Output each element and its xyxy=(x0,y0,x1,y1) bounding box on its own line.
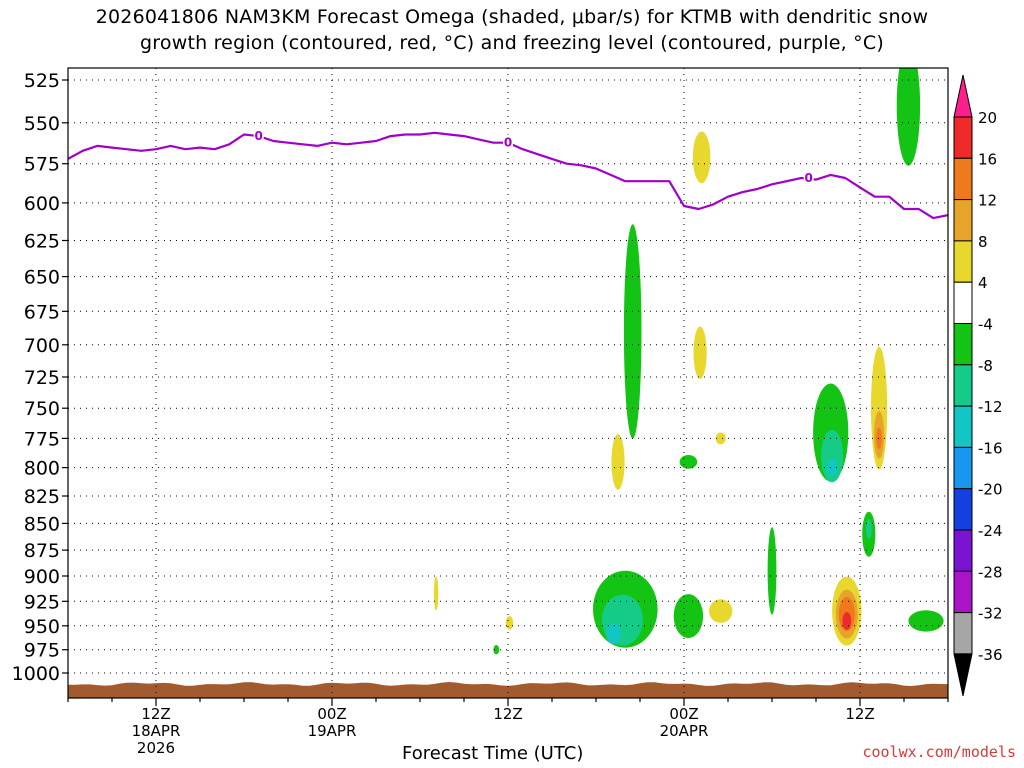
y-tick-label-900: 900 xyxy=(24,566,60,588)
omega-region-27 xyxy=(505,616,514,630)
omega-region-3 xyxy=(606,622,621,645)
y-tick-label-575: 575 xyxy=(24,154,60,176)
y-tick-label-775: 775 xyxy=(24,428,60,450)
colorbar-top-arrow xyxy=(953,74,973,118)
colorbar-label-12: -32 xyxy=(978,605,1003,623)
colorbar-label-9: -20 xyxy=(978,481,1003,499)
y-tick-label-600: 600 xyxy=(24,193,60,215)
colorbar-box-1 xyxy=(953,116,973,159)
y-tick-label-1000: 1000 xyxy=(12,663,60,685)
omega-region-4 xyxy=(611,434,625,490)
omega-region-10 xyxy=(715,432,726,445)
freezing-level-group: 0 0 0 xyxy=(68,128,948,220)
y-tick-label-975: 975 xyxy=(24,640,60,662)
x-tick-label-42-0: 00Z xyxy=(669,705,698,723)
omega-region-0 xyxy=(623,224,642,439)
ground-fill xyxy=(68,682,948,698)
x-tick-label-30-0: 12Z xyxy=(493,705,522,723)
y-tick-label-875: 875 xyxy=(24,540,60,562)
x-tick-label-6-2: 2026 xyxy=(137,739,175,757)
colorbar-box-9 xyxy=(953,446,973,490)
grid-lines xyxy=(68,68,948,698)
y-axis: 525 550 575 600 625 650 675 700 725 750 775 800 825 8… xyxy=(12,70,68,685)
colorbar-box-8 xyxy=(953,405,973,448)
freezing-label-0: 0 xyxy=(255,129,263,143)
colorbar-label-7: -12 xyxy=(978,398,1003,416)
colorbar-label-0: 20 xyxy=(978,109,997,127)
freezing-label-bg-0 xyxy=(253,128,264,143)
colorbar-box-12 xyxy=(953,570,973,614)
colorbar-label-5: -4 xyxy=(978,316,993,334)
x-axis-title: Forecast Time (UTC) xyxy=(402,743,584,764)
y-tick-label-725: 725 xyxy=(24,367,60,389)
omega-shading xyxy=(433,68,944,655)
y-tick-label-650: 650 xyxy=(24,267,60,289)
y-tick-label-525: 525 xyxy=(24,70,60,92)
colorbar-box-10 xyxy=(953,488,973,531)
colorbar-bottom-arrow xyxy=(953,653,973,697)
plot-frame xyxy=(67,67,949,699)
colorbar-box-5 xyxy=(953,281,973,325)
omega-region-14 xyxy=(827,459,838,477)
omega-region-7 xyxy=(679,455,698,469)
x-tick-label-54-0: 12Z xyxy=(845,705,874,723)
x-tick-label-18-0: 00Z xyxy=(317,705,346,723)
omega-region-5 xyxy=(692,131,711,184)
colorbar-label-11: -28 xyxy=(978,563,1003,581)
y-tick-label-625: 625 xyxy=(24,231,60,253)
colorbar-label-6: -8 xyxy=(978,357,993,375)
colorbar-box-3 xyxy=(953,199,973,242)
chart-title-line1: 2026041806 NAM3KM Forecast Omega (shaded… xyxy=(95,6,929,28)
colorbar-label-13: -36 xyxy=(978,646,1003,664)
x-tick-label-6-1: 18APR xyxy=(132,722,181,740)
x-tick-label-6-0: 12Z xyxy=(141,705,170,723)
omega-region-18 xyxy=(842,612,852,630)
omega-region-26 xyxy=(493,645,500,655)
freezing-label-1: 0 xyxy=(504,136,512,150)
colorbar-box-2 xyxy=(953,157,973,201)
freezing-label-2: 0 xyxy=(805,171,813,185)
colorbar-label-2: 12 xyxy=(978,192,997,210)
x-tick-label-42-1: 20APR xyxy=(660,722,709,740)
colorbar-box-13 xyxy=(953,612,973,655)
omega-region-23 xyxy=(876,427,882,450)
colorbar-label-1: 16 xyxy=(978,150,997,168)
colorbar: 20 16 12 8 4 -4 -8 -12 -16 -20 -24 -28 -32 -36 xyxy=(953,74,1003,697)
freezing-label-bg-2 xyxy=(803,170,814,184)
x-tick-label-18-1: 19APR xyxy=(308,722,357,740)
colorbar-label-10: -24 xyxy=(978,522,1003,540)
ground-band xyxy=(68,682,948,698)
omega-region-9 xyxy=(709,599,733,623)
omega-region-28 xyxy=(433,576,439,611)
y-tick-label-700: 700 xyxy=(24,335,60,357)
colorbar-label-8: -16 xyxy=(978,439,1003,457)
chart-title-line2: growth region (contoured, red, °C) and f… xyxy=(140,32,884,54)
omega-region-8 xyxy=(673,594,704,639)
y-tick-label-950: 950 xyxy=(24,616,60,638)
colorbar-box-11 xyxy=(953,529,973,572)
omega-region-11 xyxy=(767,527,777,615)
omega-region-25 xyxy=(908,610,944,632)
omega-region-6 xyxy=(693,326,707,379)
colorbar-label-4: 4 xyxy=(978,274,988,292)
y-tick-label-800: 800 xyxy=(24,458,60,480)
colorbar-box-6 xyxy=(953,323,973,366)
colorbar-label-3: 8 xyxy=(978,233,988,251)
y-tick-label-750: 750 xyxy=(24,398,60,420)
y-tick-label-850: 850 xyxy=(24,513,60,535)
y-tick-label-550: 550 xyxy=(24,113,60,135)
y-tick-label-925: 925 xyxy=(24,591,60,613)
y-tick-label-675: 675 xyxy=(24,301,60,323)
omega-region-24 xyxy=(896,68,921,166)
colorbar-box-7 xyxy=(953,364,973,407)
colorbar-box-4 xyxy=(953,240,973,283)
omega-region-20 xyxy=(865,519,872,539)
y-tick-label-825: 825 xyxy=(24,486,60,508)
freezing-label-bg-1 xyxy=(503,134,513,149)
omega-region-13 xyxy=(821,429,844,483)
credit-text: coolwx.com/models xyxy=(862,743,1016,761)
